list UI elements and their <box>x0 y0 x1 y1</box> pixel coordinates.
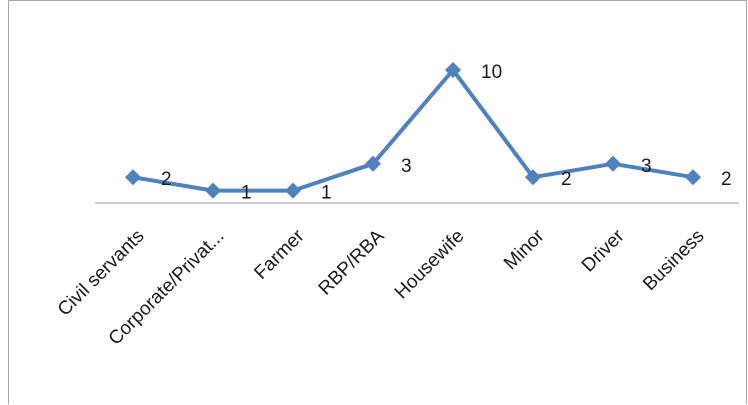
data-label: 10 <box>481 62 502 83</box>
data-label: 2 <box>561 169 572 190</box>
data-label: 2 <box>161 169 172 190</box>
data-label: 1 <box>321 183 332 204</box>
x-tick-label: Minor <box>500 225 549 274</box>
x-tick-label: RBP/RBA <box>315 225 389 299</box>
data-label: 3 <box>401 156 412 177</box>
data-point-marker <box>205 182 221 199</box>
data-point-marker <box>445 62 461 78</box>
data-markers <box>125 62 701 199</box>
data-point-marker <box>285 182 301 199</box>
data-label: 3 <box>641 156 652 177</box>
chart-frame: Civil servants Corporate/Privat... Farmer R… <box>8 0 747 404</box>
data-point-marker <box>685 169 701 186</box>
data-labels: 2 1 1 3 10 2 3 2 <box>161 62 732 204</box>
data-point-marker <box>365 155 381 172</box>
data-label: 1 <box>241 183 252 204</box>
data-point-marker <box>525 169 541 186</box>
x-tick-label: Driver <box>578 225 629 276</box>
x-tick-label: Housewife <box>391 226 469 304</box>
x-tick-label: Business <box>639 226 708 295</box>
data-label: 2 <box>721 169 732 190</box>
x-tick-label: Farmer <box>250 225 309 284</box>
data-point-marker <box>605 155 621 172</box>
data-point-marker <box>125 169 141 186</box>
series-line <box>131 68 695 193</box>
